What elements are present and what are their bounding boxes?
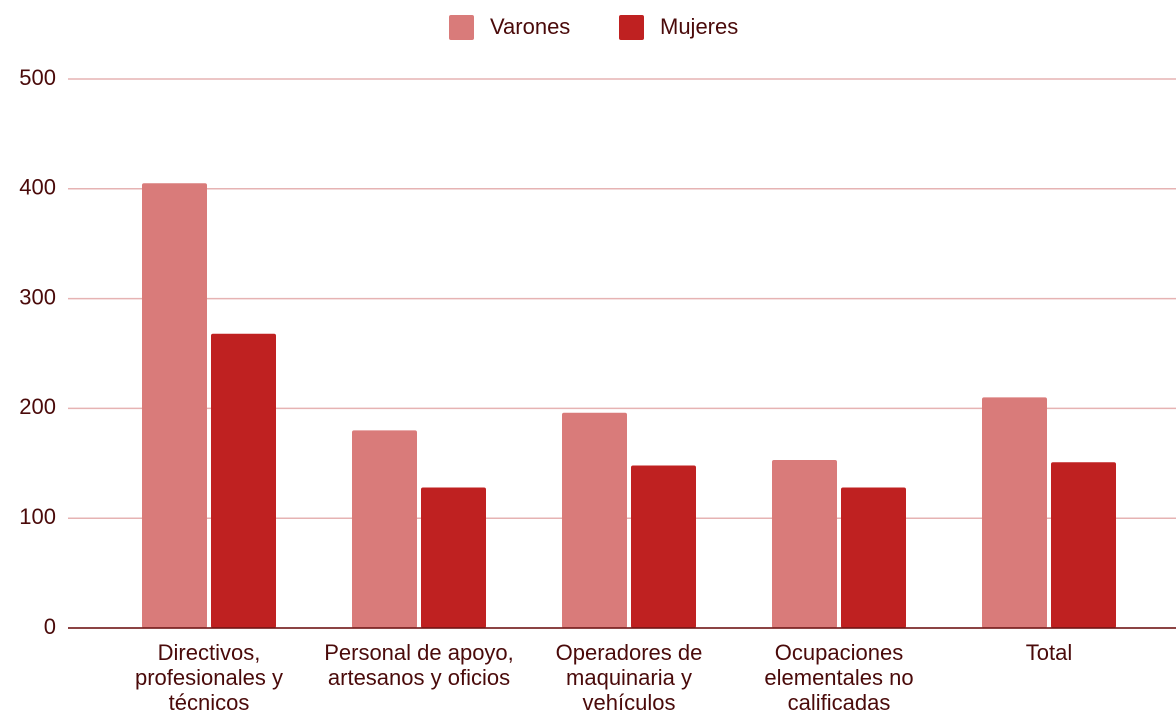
bar bbox=[772, 460, 837, 628]
y-tick-label: 0 bbox=[44, 614, 56, 639]
bar bbox=[352, 430, 417, 628]
legend-swatch bbox=[619, 15, 644, 40]
x-tick-label: Total bbox=[1025, 640, 1073, 665]
bar bbox=[142, 183, 207, 628]
bar bbox=[841, 487, 906, 628]
legend-label: Varones bbox=[490, 14, 570, 39]
y-tick-label: 100 bbox=[19, 504, 56, 529]
bar bbox=[211, 333, 276, 628]
x-tick-label: Ocupaciones elementales no calificadas bbox=[764, 640, 914, 711]
x-tick-label: Operadores de maquinaria y vehículos bbox=[555, 640, 703, 711]
bar bbox=[562, 412, 627, 628]
y-tick-label: 200 bbox=[19, 394, 56, 419]
legend-swatch bbox=[449, 15, 474, 40]
bar bbox=[631, 465, 696, 628]
legend-label: Mujeres bbox=[660, 14, 738, 39]
y-tick-label: 300 bbox=[19, 284, 56, 309]
y-tick-label: 400 bbox=[19, 175, 56, 200]
bar bbox=[982, 397, 1047, 628]
bar bbox=[1051, 462, 1116, 628]
y-tick-label: 500 bbox=[19, 65, 56, 90]
x-tick-label: Personal de apoyo, artesanos y oficios bbox=[324, 640, 514, 690]
bar bbox=[421, 487, 486, 628]
x-tick-label: Directivos, profesionales y técnicos bbox=[135, 640, 283, 711]
